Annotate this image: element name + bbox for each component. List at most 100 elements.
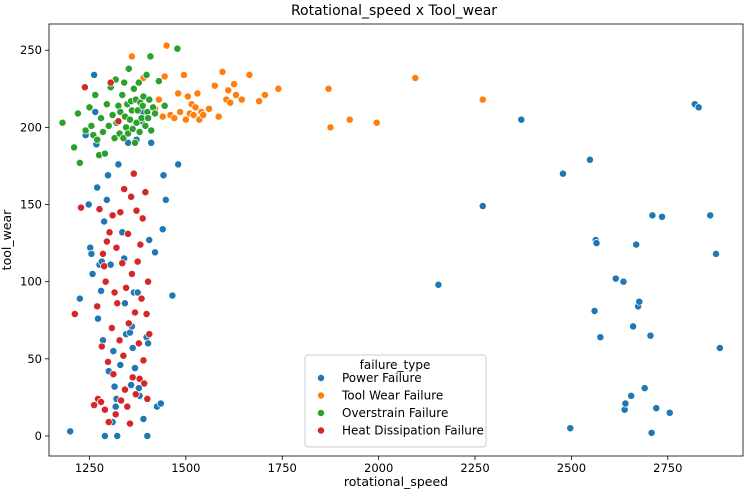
data-point — [161, 195, 170, 204]
data-point — [434, 280, 443, 289]
data-point — [619, 277, 628, 286]
data-point — [345, 115, 354, 124]
data-point — [139, 415, 148, 423]
data-point — [478, 202, 487, 211]
data-point — [151, 248, 159, 257]
data-point — [694, 103, 703, 112]
data-point — [127, 381, 136, 389]
data-point — [132, 118, 141, 127]
y-axis: 0 50 100 150 200 250 — [20, 43, 49, 443]
data-point — [245, 70, 254, 79]
data-point — [160, 72, 169, 81]
data-point — [124, 129, 132, 138]
data-point — [712, 249, 720, 258]
legend-marker — [317, 391, 325, 400]
data-point — [154, 95, 163, 104]
data-point — [170, 114, 179, 123]
data-point — [145, 95, 154, 104]
data-point — [100, 405, 109, 414]
legend: failure_type Power Failure Tool Wear Fail… — [304, 354, 487, 448]
x-tick-label: 2750 — [653, 461, 682, 475]
data-point — [183, 92, 192, 101]
data-point — [141, 121, 150, 130]
data-point — [159, 171, 168, 180]
data-point — [127, 192, 136, 201]
data-point — [145, 330, 154, 339]
data-point — [97, 286, 106, 295]
data-point — [127, 52, 136, 61]
data-point — [66, 427, 75, 436]
data-point — [126, 419, 134, 428]
legend-label: Overstrain Failure — [342, 406, 448, 420]
data-point — [81, 126, 90, 135]
data-point — [224, 86, 233, 95]
data-point — [640, 384, 649, 393]
data-point — [658, 212, 666, 221]
x-tick-label: 2500 — [557, 461, 586, 475]
data-point — [131, 364, 139, 373]
data-point — [93, 302, 102, 311]
x-tick-label: 1750 — [268, 461, 297, 475]
legend-label: Power Failure — [342, 371, 422, 385]
data-point — [123, 402, 132, 411]
legend-marker — [317, 426, 325, 435]
data-point — [193, 89, 202, 98]
y-tick-label: 250 — [20, 43, 42, 57]
data-point — [596, 333, 605, 342]
data-point — [100, 217, 109, 226]
x-axis-title: rotational_speed — [344, 474, 448, 489]
data-point — [176, 107, 185, 116]
data-point — [566, 424, 575, 433]
data-point — [143, 394, 152, 403]
data-point — [210, 81, 219, 90]
data-point — [136, 240, 145, 249]
data-point — [124, 319, 133, 328]
data-point — [70, 143, 79, 152]
data-point — [108, 111, 117, 119]
data-point — [627, 391, 636, 400]
data-point — [218, 67, 227, 76]
data-point — [99, 249, 107, 258]
data-point — [108, 211, 117, 220]
data-point — [174, 89, 183, 98]
data-point — [116, 208, 125, 217]
data-point — [113, 431, 122, 440]
data-point — [75, 294, 84, 303]
data-point — [147, 138, 156, 147]
data-point — [134, 78, 143, 87]
data-point — [232, 91, 240, 99]
series-power-failure — [66, 70, 724, 440]
data-point — [135, 374, 144, 383]
data-point — [95, 205, 104, 214]
data-point — [105, 228, 114, 237]
data-points — [58, 41, 724, 440]
data-point — [129, 169, 138, 178]
data-point — [141, 188, 150, 197]
data-point — [114, 117, 123, 126]
data-point — [84, 200, 93, 209]
data-point — [635, 297, 644, 306]
data-point — [120, 78, 129, 87]
data-point — [632, 240, 641, 249]
data-point — [173, 44, 182, 53]
data-point — [106, 260, 115, 269]
data-point — [129, 84, 138, 93]
data-point — [75, 158, 84, 167]
data-point — [517, 115, 526, 124]
data-point — [97, 398, 106, 406]
data-point — [119, 134, 128, 143]
data-point — [93, 135, 102, 144]
data-point — [104, 418, 113, 427]
chart-title: Rotational_speed x Tool_wear — [291, 3, 497, 19]
data-point — [621, 399, 630, 408]
data-point — [116, 107, 125, 116]
data-point — [113, 299, 122, 308]
data-point — [326, 123, 335, 132]
data-point — [110, 134, 119, 143]
data-point — [107, 323, 116, 332]
plot-area — [48, 23, 744, 457]
y-tick-label: 0 — [35, 429, 42, 443]
data-point — [111, 402, 120, 411]
data-point — [122, 283, 131, 292]
data-point — [144, 339, 153, 348]
